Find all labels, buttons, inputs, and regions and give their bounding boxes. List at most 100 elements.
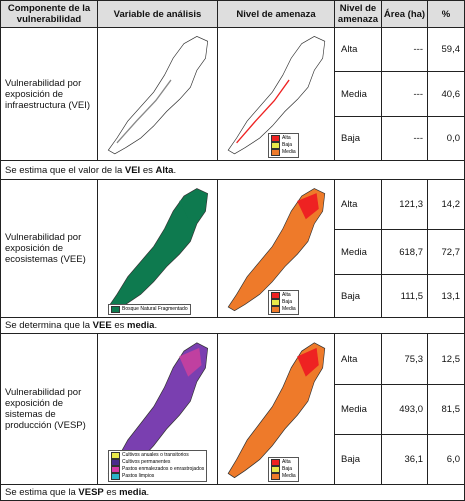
header-cell: Área (ha) — [382, 0, 428, 28]
legend-item: Cultivos permanentes — [111, 459, 204, 466]
legend-item: Baja — [271, 466, 296, 473]
cell-text: 75,3 — [404, 353, 424, 365]
legend-text: Bosque Natural Fragmentado — [122, 306, 188, 313]
percent-cell: 81,5 — [428, 385, 465, 435]
map — [107, 36, 209, 155]
cell-text: --- — [413, 44, 424, 55]
level-cell: Media — [335, 385, 382, 435]
note-bold: Alta — [155, 164, 174, 176]
header-cell: Nivel de amenaza — [218, 0, 335, 28]
area-cell: 493,0 — [382, 385, 428, 435]
cell-text: 14,2 — [441, 199, 461, 210]
legend: Alta Baja Media — [268, 457, 299, 482]
percent-cell: 72,7 — [428, 230, 465, 275]
component-text: Vulnerabilidad por exposición de sistema… — [5, 387, 86, 431]
cell-text: Media — [341, 88, 367, 100]
note-text: es — [103, 487, 120, 498]
note-text: Se determina que la — [5, 320, 93, 331]
legend-swatch — [111, 466, 120, 473]
cell-text: 40,6 — [441, 88, 461, 100]
header-cell: Componente de la vulnerabilidad — [0, 0, 98, 28]
area-cell: 111,5 — [382, 275, 428, 318]
header-text: Variable de análisis — [113, 8, 202, 20]
legend-item: Cultivos anuales o transitorios — [111, 452, 204, 459]
legend-item: Media — [271, 473, 296, 480]
component-text: Vulnerabilidad por exposición de infraes… — [5, 77, 90, 111]
map — [227, 188, 326, 312]
note-bold: media — [119, 487, 147, 498]
level-cell: Alta — [335, 334, 382, 385]
cell-text: Baja — [341, 133, 361, 144]
cell-text: Baja — [341, 454, 361, 465]
legend-text: Baja — [282, 299, 293, 306]
legend-text: Alta — [282, 459, 291, 466]
legend: Bosque Natural Fragmentado — [108, 304, 191, 315]
percent-cell: 40,6 — [428, 72, 465, 117]
level-cell: Baja — [335, 275, 382, 318]
note-text: Se estima que el valor de la — [5, 164, 125, 176]
cell-text: Media — [341, 404, 367, 415]
cell-text: --- — [413, 88, 424, 100]
cell-text: Alta — [341, 353, 358, 365]
percent-cell: 12,5 — [428, 334, 465, 385]
cell-text: 618,7 — [399, 246, 423, 258]
legend-item: Media — [271, 306, 296, 313]
level-cell: Alta — [335, 180, 382, 230]
legend-text: Baja — [282, 466, 293, 473]
legend-item: Bosque Natural Fragmentado — [111, 306, 188, 313]
area-cell: --- — [382, 28, 428, 72]
legend-item: Alta — [271, 135, 296, 142]
area-cell: --- — [382, 72, 428, 117]
legend-text: Pastos limpios — [122, 473, 155, 480]
variable-cell — [98, 28, 218, 161]
note-bold: media — [127, 320, 155, 331]
cell-text: Alta — [341, 44, 358, 55]
legend-text: Cultivos anuales o transitorios — [122, 452, 189, 459]
area-cell: 618,7 — [382, 230, 428, 275]
note-text: Se estima que la — [5, 487, 79, 498]
header-text: Nivel de amenaza — [236, 8, 316, 20]
legend-item: Alta — [271, 459, 296, 466]
level-cell: Media — [335, 230, 382, 275]
component-text: Vulnerabilidad por exposición de ecosist… — [5, 232, 86, 265]
legend-swatch — [271, 149, 280, 156]
cell-text: 111,5 — [400, 290, 423, 302]
legend-text: Baja — [282, 142, 293, 149]
note-text: es — [111, 320, 127, 331]
cell-text: 59,4 — [441, 44, 461, 55]
header-cell: % — [428, 0, 465, 28]
percent-cell: 13,1 — [428, 275, 465, 318]
note-text: . — [173, 164, 177, 176]
variable-cell — [98, 334, 218, 485]
note-bold: VEI — [124, 164, 141, 176]
legend-item: Baja — [271, 299, 296, 306]
component-cell: Vulnerabilidad por exposición de ecosist… — [0, 180, 98, 318]
legend: Alta Baja Media — [268, 290, 299, 315]
legend-item: Pastos enmalezados o enrastrojados — [111, 466, 204, 473]
note-cell: Se estima que el valor de la VEI es Alta… — [0, 161, 465, 180]
cell-text: 13,1 — [441, 290, 461, 302]
legend-swatch — [271, 135, 280, 142]
note-text: . — [154, 320, 158, 331]
cell-text: 6,0 — [446, 454, 460, 465]
legend-swatch — [111, 452, 120, 459]
note-text: . — [146, 487, 150, 498]
threat-cell — [218, 180, 335, 318]
cell-text: Media — [341, 246, 367, 258]
level-cell: Media — [335, 72, 382, 117]
cell-text: 72,7 — [441, 246, 461, 258]
threat-cell — [218, 28, 335, 161]
legend-text: Media — [282, 149, 296, 156]
legend: Alta Baja Media — [268, 133, 299, 158]
legend-swatch — [111, 306, 120, 313]
note-bold: VEE — [92, 320, 112, 331]
cell-text: 493,0 — [399, 404, 423, 415]
legend-swatch — [271, 473, 280, 480]
legend-swatch — [111, 473, 120, 480]
map — [227, 342, 326, 479]
legend-item: Media — [271, 149, 296, 156]
header-text: Componente de la vulnerabilidad — [7, 3, 91, 25]
percent-cell: 59,4 — [428, 28, 465, 72]
note-cell: Se estima que la VESP es media. — [0, 485, 465, 501]
